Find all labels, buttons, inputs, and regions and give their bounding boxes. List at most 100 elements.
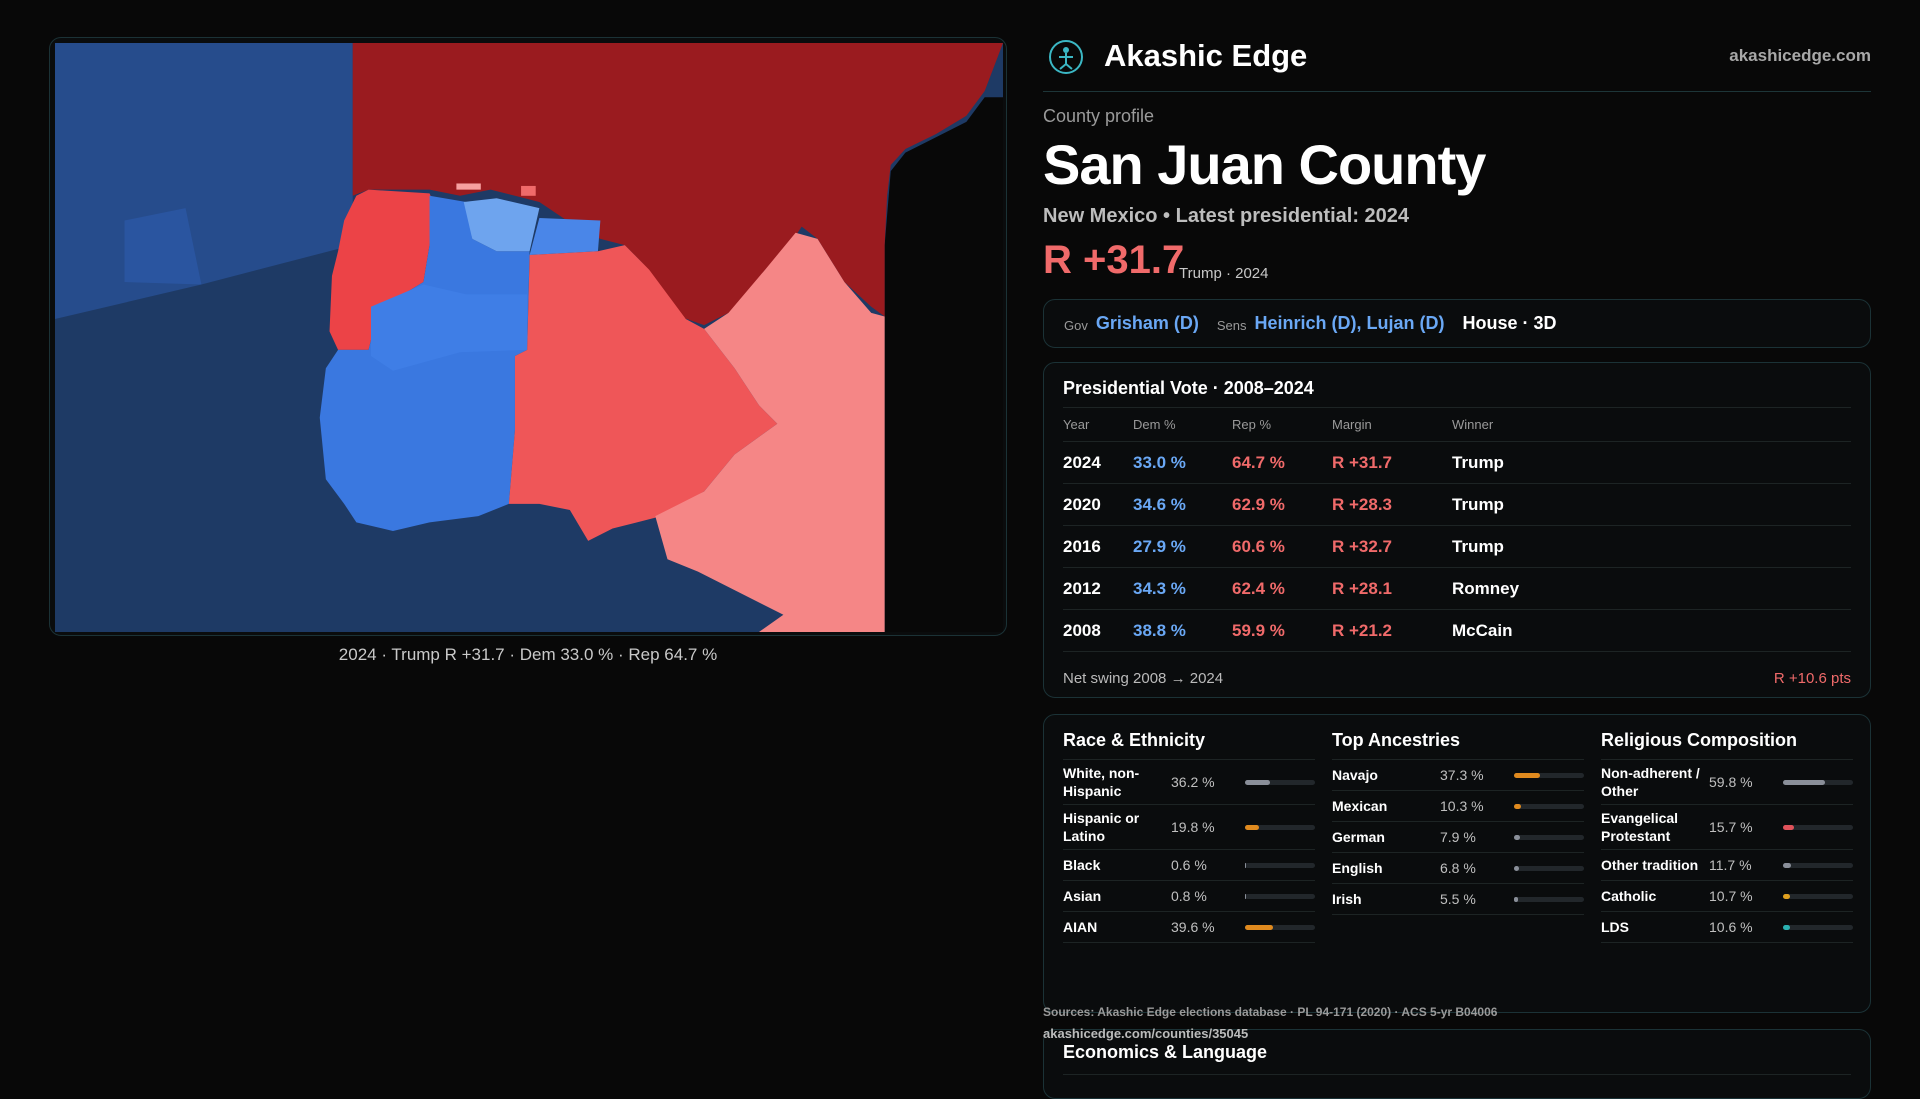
row-label: Irish bbox=[1332, 890, 1440, 908]
row-value: 5.5 % bbox=[1440, 891, 1514, 907]
row-label: Black bbox=[1063, 856, 1171, 874]
bar-track bbox=[1245, 863, 1315, 868]
swing-value: R +10.6 pts bbox=[1774, 670, 1851, 687]
row-label: Catholic bbox=[1601, 887, 1709, 905]
row-label: Non-adherent / Other bbox=[1601, 764, 1709, 800]
brand[interactable]: Akashic Edge bbox=[1104, 38, 1307, 74]
cell: 2012 bbox=[1063, 579, 1133, 599]
row-value: 59.8 % bbox=[1709, 774, 1783, 790]
panel-title: Top Ancestries bbox=[1332, 715, 1584, 760]
bar bbox=[1514, 804, 1521, 809]
column-header: Rep % bbox=[1232, 417, 1332, 432]
map-caption: 2024 · Trump R +31.7 · Dem 33.0 % · Rep … bbox=[49, 645, 1007, 665]
row-value: 6.8 % bbox=[1440, 860, 1514, 876]
row-value: 19.8 % bbox=[1171, 819, 1245, 835]
bar-track bbox=[1245, 925, 1315, 930]
cell: 62.4 % bbox=[1232, 579, 1332, 599]
row-label: Other tradition bbox=[1601, 856, 1709, 874]
bar-track bbox=[1514, 804, 1584, 809]
panel-title: Religious Composition bbox=[1601, 715, 1853, 760]
bar bbox=[1783, 863, 1791, 868]
bar-track bbox=[1514, 835, 1584, 840]
region bbox=[521, 186, 536, 196]
row-label: LDS bbox=[1601, 918, 1709, 936]
cell: R +21.2 bbox=[1332, 621, 1452, 641]
row-value: 36.2 % bbox=[1171, 774, 1245, 790]
logo bbox=[1047, 38, 1085, 76]
bar-track bbox=[1783, 825, 1853, 830]
row-value: 15.7 % bbox=[1709, 819, 1783, 835]
divider bbox=[1043, 91, 1871, 92]
bar bbox=[1514, 835, 1520, 840]
officials: Gov Grisham (D) Sens Heinrich (D), Lujan… bbox=[1043, 299, 1871, 348]
cell: R +32.7 bbox=[1332, 537, 1452, 557]
governor: Grisham (D) bbox=[1096, 313, 1199, 334]
row-label: Mexican bbox=[1332, 797, 1440, 815]
row-label: Asian bbox=[1063, 887, 1171, 905]
cell: 34.3 % bbox=[1133, 579, 1232, 599]
cell: 2024 bbox=[1063, 453, 1133, 473]
site-link[interactable]: akashicedge.com bbox=[1729, 46, 1871, 66]
bar-track bbox=[1783, 780, 1853, 785]
swing-label: Net swing 2008 → 2024 bbox=[1063, 670, 1223, 687]
sens-label: Sens bbox=[1217, 318, 1247, 333]
panel-title: Presidential Vote · 2008–2024 bbox=[1063, 363, 1851, 408]
row-label: English bbox=[1332, 859, 1440, 877]
source-link[interactable]: akashicedge.com/counties/35045 bbox=[1043, 1026, 1248, 1041]
row-value: 0.8 % bbox=[1171, 888, 1245, 904]
margin-note: Trump · 2024 bbox=[1179, 265, 1268, 282]
region bbox=[456, 183, 480, 189]
cell: 27.9 % bbox=[1133, 537, 1232, 557]
county-map[interactable] bbox=[55, 43, 1003, 632]
cell: 38.8 % bbox=[1133, 621, 1232, 641]
subtitle: New Mexico • Latest presidential: 2024 bbox=[1043, 205, 1409, 228]
row-label: German bbox=[1332, 828, 1440, 846]
cell: Trump bbox=[1452, 495, 1851, 515]
cell: 60.6 % bbox=[1232, 537, 1332, 557]
cell: 34.6 % bbox=[1133, 495, 1232, 515]
bar-track bbox=[1514, 866, 1584, 871]
cell: Trump bbox=[1452, 537, 1851, 557]
column-header: Dem % bbox=[1133, 417, 1232, 432]
column-header: Year bbox=[1063, 417, 1133, 432]
demographic-column: Religious Composition Non-adherent / Othe… bbox=[1601, 715, 1853, 1012]
map-panel bbox=[49, 37, 1007, 636]
outside-area bbox=[885, 97, 1003, 632]
row-value: 7.9 % bbox=[1440, 829, 1514, 845]
cell: Romney bbox=[1452, 579, 1851, 599]
bar bbox=[1514, 773, 1540, 778]
panel-title: Race & Ethnicity bbox=[1063, 715, 1315, 760]
bar-track bbox=[1783, 894, 1853, 899]
row-value: 10.7 % bbox=[1709, 888, 1783, 904]
cell: 64.7 % bbox=[1232, 453, 1332, 473]
row-label: Evangelical Protestant bbox=[1601, 809, 1709, 845]
bar-track bbox=[1245, 825, 1315, 830]
bar bbox=[1245, 780, 1270, 785]
house: House · 3D bbox=[1463, 313, 1557, 334]
gov-label: Gov bbox=[1064, 318, 1088, 333]
row-value: 37.3 % bbox=[1440, 767, 1514, 783]
bar-track bbox=[1245, 894, 1315, 899]
cell: Trump bbox=[1452, 453, 1851, 473]
cell: 59.9 % bbox=[1232, 621, 1332, 641]
bar-track bbox=[1783, 925, 1853, 930]
bar bbox=[1783, 780, 1825, 785]
cell: 2020 bbox=[1063, 495, 1133, 515]
cell: R +28.1 bbox=[1332, 579, 1452, 599]
bar bbox=[1514, 866, 1519, 871]
bar-track bbox=[1245, 780, 1315, 785]
